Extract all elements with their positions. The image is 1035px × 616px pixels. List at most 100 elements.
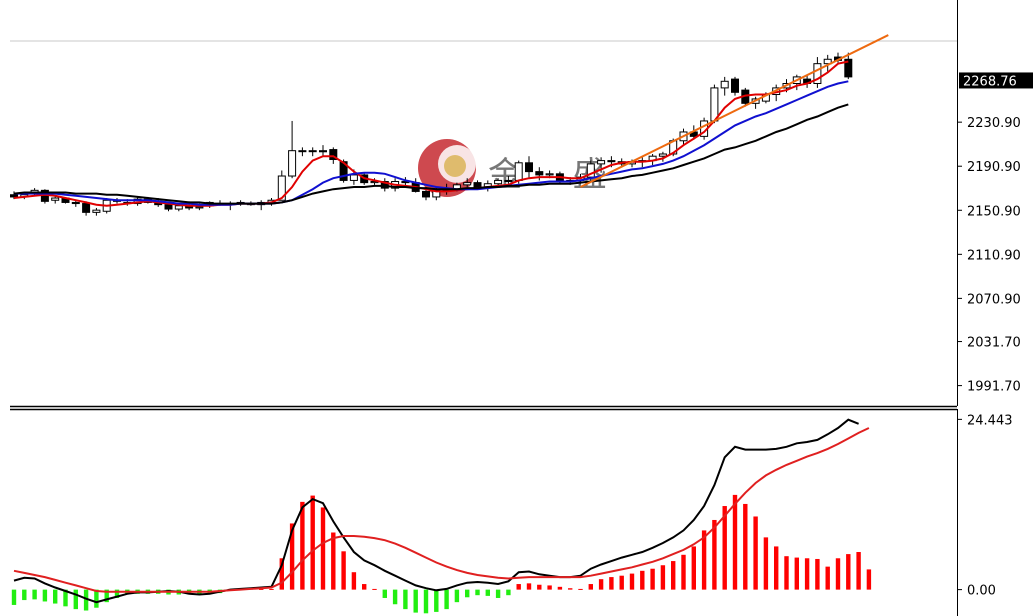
candle-body [288, 150, 297, 177]
candle-body [329, 149, 338, 160]
candle [71, 200, 80, 207]
macd-histogram-bar [815, 558, 820, 590]
macd-histogram-bar [351, 572, 357, 590]
price-panel [10, 34, 889, 216]
macd-histogram-bar [259, 588, 264, 590]
macd-histogram-bar [650, 568, 655, 590]
candle-body [277, 175, 286, 201]
current-price-tag [959, 72, 1033, 89]
candle [535, 167, 544, 181]
candle [731, 76, 739, 96]
macd-histogram-bar [485, 589, 490, 596]
candle-body [174, 205, 183, 210]
macd-histogram-bar [269, 588, 274, 590]
candle-body [720, 80, 729, 89]
candle [40, 189, 49, 204]
macd-histogram-bar [32, 589, 37, 600]
candle-body [195, 206, 204, 209]
macd-histogram-bar [114, 589, 120, 598]
candle-body [10, 194, 18, 198]
moving-average-line [13, 60, 849, 207]
macd-histogram-bar [568, 588, 573, 590]
macd-histogram-bar [63, 589, 68, 607]
macd-histogram-bar [279, 558, 284, 590]
macd-histogram-bar [300, 501, 305, 590]
candle-body [514, 162, 523, 181]
macd-axis-tick-label: 24.443 [967, 413, 1013, 428]
candle [319, 145, 327, 157]
candle-body [349, 174, 358, 181]
macd-histogram-bar [465, 589, 470, 598]
macd-line [13, 427, 870, 593]
macd-histogram-bar [526, 583, 532, 590]
candle [308, 147, 317, 157]
macd-histogram-bar [73, 589, 78, 610]
macd-histogram-bar [712, 519, 717, 590]
macd-histogram-bar [392, 589, 398, 605]
macd-histogram-bar [310, 495, 315, 590]
price-axis-tick-label: 2070.90 [967, 292, 1021, 307]
macd-histogram-bar [619, 575, 624, 590]
candle-body [597, 160, 606, 165]
candle [813, 57, 822, 88]
candle [720, 76, 729, 96]
candle-body [380, 181, 389, 189]
candle-body [525, 162, 533, 173]
macd-histogram-bar [866, 569, 872, 590]
macd-histogram-bar [578, 588, 583, 590]
macd-histogram-bar [403, 589, 408, 610]
candle [82, 201, 91, 216]
macd-histogram-bar [722, 506, 727, 590]
macd-histogram-bar [629, 573, 635, 590]
candle-body [71, 201, 80, 205]
candle-body [308, 150, 317, 153]
candle-body [422, 190, 430, 198]
macd-histogram-bar [341, 551, 346, 590]
candle-body [298, 150, 307, 153]
candle [504, 176, 513, 184]
candle-body [463, 182, 472, 186]
macd-histogram-bar [423, 589, 429, 614]
candle-body [432, 189, 441, 198]
candle [463, 178, 472, 188]
macd-histogram-bar [537, 584, 542, 590]
price-axis-tick-label: 2230.90 [967, 116, 1021, 131]
price-axis-tick-label: 2110.90 [967, 248, 1021, 263]
macd-histogram-bar [506, 589, 511, 596]
macd-histogram-bar [743, 503, 748, 590]
macd-histogram-bar [382, 589, 387, 598]
macd-histogram-bar [784, 556, 789, 590]
trendline [580, 34, 889, 188]
jinsheng-crescent-logo [418, 139, 476, 197]
candle [411, 178, 420, 193]
macd-histogram-bar [640, 570, 645, 590]
candle-body [813, 63, 822, 85]
candle [257, 200, 266, 211]
macd-histogram-bar [846, 554, 851, 590]
candle [298, 147, 307, 157]
price-axis-tick-label: 2031.70 [967, 336, 1021, 351]
macd-histogram-bar [289, 523, 295, 590]
macd-histogram-bar [804, 558, 810, 590]
candle-body [82, 203, 91, 213]
macd-histogram-bar [495, 589, 501, 598]
candle [823, 54, 832, 73]
candle-body [607, 160, 616, 163]
candle-body [535, 171, 544, 176]
candle-body [51, 197, 60, 201]
macd-histogram-bar [42, 589, 48, 602]
moving-average-line [14, 80, 849, 206]
macd-histogram-bar [671, 561, 676, 590]
macd-histogram-bar [598, 579, 604, 590]
candle-body [473, 182, 482, 188]
macd-histogram-bar [331, 532, 336, 590]
candle-body [504, 179, 513, 183]
macd-histogram-bar [362, 584, 367, 590]
price-axis-tick-label: 2150.90 [967, 204, 1021, 219]
candle [277, 170, 286, 201]
macd-histogram-bar [475, 589, 480, 596]
macd-histogram-bar [22, 589, 27, 601]
current-price-label: 2268.76 [963, 74, 1017, 89]
macd-histogram-bar [94, 589, 99, 608]
